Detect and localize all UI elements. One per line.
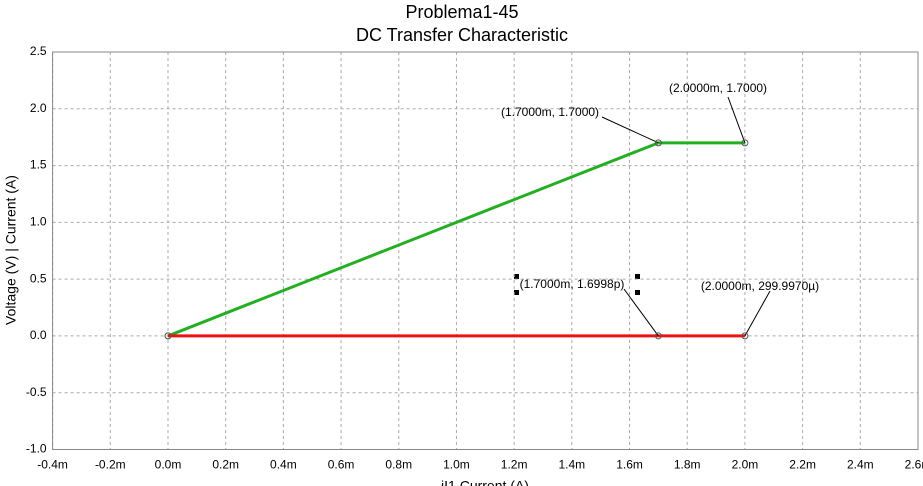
annotation-leader	[623, 288, 659, 337]
x-tick-label: 0.6m	[328, 458, 355, 472]
x-tick-label: -0.2m	[95, 458, 126, 472]
x-tick-label: 1.8m	[674, 458, 701, 472]
y-tick-label: -0.5	[26, 385, 47, 399]
annotation: (1.7000m, 1.7000)	[501, 105, 599, 119]
x-tick-label: 2.2m	[789, 458, 816, 472]
annotation: (1.7000m, 1.6998p)	[520, 277, 625, 291]
x-tick-label: 2.6m	[905, 458, 923, 472]
data-point	[164, 332, 172, 340]
x-tick-label: 0.0m	[155, 458, 182, 472]
plot-frame	[52, 51, 919, 450]
y-tick-label: 0.0	[30, 328, 47, 342]
chart-title: Problema1-45	[405, 2, 518, 22]
data-point	[654, 332, 662, 340]
y-tick-label: -1.0	[26, 442, 47, 456]
x-tick-label: 0.8m	[385, 458, 412, 472]
x-tick-label: 1.0m	[443, 458, 470, 472]
data-point	[741, 139, 749, 147]
x-tick-label: 1.6m	[616, 458, 643, 472]
y-tick-label: 2.0	[30, 101, 47, 115]
y-axis-label: Voltage (V) | Current (A)	[3, 175, 19, 325]
x-tick-label: 1.2m	[501, 458, 528, 472]
x-axis-label: iI1 Current (A)	[441, 478, 529, 486]
x-tick-label: 2.0m	[732, 458, 759, 472]
annotation: (2.0000m, 1.7000)	[669, 81, 767, 95]
y-tick-label: 1.0	[30, 215, 47, 229]
data-point	[654, 139, 662, 147]
data-point	[741, 332, 749, 340]
y-tick-label: 1.5	[30, 158, 47, 172]
annotation-leader	[744, 290, 771, 337]
x-tick-label: -0.4m	[37, 458, 68, 472]
x-tick-label: 0.2m	[212, 458, 239, 472]
selection-handles	[514, 274, 640, 295]
x-tick-label: 2.4m	[847, 458, 874, 472]
y-tick-label: 0.5	[30, 271, 47, 285]
annotation: (2.0000m, 299.9970µ)	[701, 279, 819, 293]
x-tick-label: 0.4m	[270, 458, 297, 472]
annotation-leader	[601, 116, 659, 144]
annotation-leader	[727, 96, 746, 144]
chart-subtitle: DC Transfer Characteristic	[356, 25, 568, 45]
x-tick-label: 1.4m	[558, 458, 585, 472]
y-tick-label: 2.5	[30, 44, 47, 58]
